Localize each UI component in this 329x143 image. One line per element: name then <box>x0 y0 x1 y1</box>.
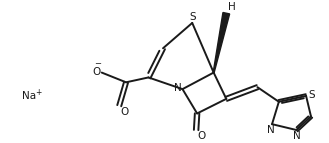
Polygon shape <box>213 12 230 73</box>
Text: −: − <box>94 59 101 68</box>
Text: S: S <box>308 90 315 100</box>
Text: O: O <box>120 107 128 117</box>
Text: H: H <box>228 2 236 12</box>
Text: N: N <box>174 83 182 93</box>
Text: +: + <box>36 88 42 97</box>
Text: N: N <box>293 131 301 141</box>
Text: N: N <box>267 125 275 135</box>
Text: O: O <box>92 67 101 77</box>
Text: O: O <box>197 131 205 141</box>
Text: Na: Na <box>22 91 36 101</box>
Text: S: S <box>189 12 195 22</box>
